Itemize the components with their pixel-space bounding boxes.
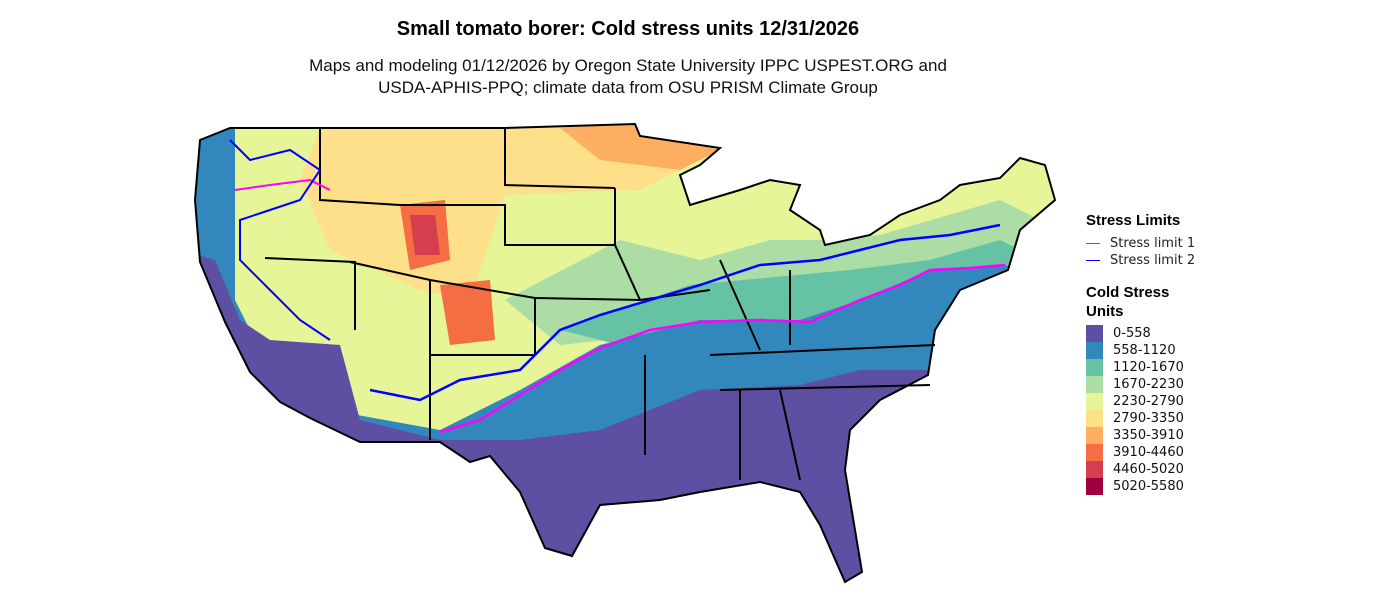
color-swatch [1086,478,1103,495]
legend-title-line-2: Units [1086,303,1124,320]
legend-title-line-1: Cold Stress [1086,284,1170,301]
stress-limit-1-line [439,263,1006,434]
blue-line-swatch [1086,259,1100,262]
legend-item: 3350-3910 [1086,427,1195,444]
color-swatch [1086,393,1103,410]
legend-label: 2230-2790 [1113,394,1184,409]
stress-limit-2-line-nw [229,139,331,341]
legend-label: 1120-1670 [1113,360,1184,375]
legend-item: 558-1120 [1086,342,1195,359]
map-subtitle: Maps and modeling 01/12/2026 by Oregon S… [0,55,1256,99]
legend-stress-limit-2: Stress limit 2 [1086,252,1195,269]
legend-item: 0-558 [1086,325,1195,342]
legend-label: 3910-4460 [1113,445,1184,460]
legend-label: 5020-5580 [1113,479,1184,494]
legend-label: 4460-5020 [1113,462,1184,477]
color-swatch [1086,444,1103,461]
stress-limits-legend-title: Stress Limits [1086,212,1181,229]
color-swatch [1086,427,1103,444]
legend-label: 558-1120 [1113,343,1176,358]
legend-label: 0-558 [1113,326,1151,341]
stress-limit-2-line [369,223,1001,402]
color-swatch [1086,410,1103,427]
stress-limit-1-line-nw [234,178,331,191]
zone-2790-3350 [300,124,720,300]
legend-item: 4460-5020 [1086,461,1195,478]
legend-item: 3910-4460 [1086,444,1195,461]
legend-item: 2230-2790 [1086,393,1195,410]
color-swatch [1086,325,1103,342]
cold-stress-legend-title: Cold Stress Units [1086,283,1195,321]
zone-3350-3910 [560,124,720,170]
zone-3910-4460-co [440,280,495,345]
legend-stress-limit-1: Stress limit 1 [1086,235,1195,252]
legend-label: Stress limit 2 [1110,253,1196,268]
color-swatch [1086,359,1103,376]
subtitle-line-2: USDA-APHIS-PPQ; climate data from OSU PR… [378,78,878,97]
subtitle-line-1: Maps and modeling 01/12/2026 by Oregon S… [309,56,947,75]
cold-stress-legend-items: 0-558 558-1120 1120-1670 1670-2230 2230-2790… [1086,325,1195,495]
legend-label: 1670-2230 [1113,377,1184,392]
color-swatch [1086,461,1103,478]
legend-item: 1670-2230 [1086,376,1195,393]
legend-label: 3350-3910 [1113,428,1184,443]
magenta-line-swatch [1086,242,1100,245]
legend-label: 2790-3350 [1113,411,1184,426]
legend-item: 2790-3350 [1086,410,1195,427]
us-outline [193,122,1057,584]
legend-label: Stress limit 1 [1110,236,1196,251]
color-swatch [1086,342,1103,359]
zone-4460-5020 [410,215,440,255]
map-title: Small tomato borer: Cold stress units 12… [396,18,860,40]
legend-item: 5020-5580 [1086,478,1195,495]
legend: Stress Limits Stress limit 1 Stress limi… [1086,212,1195,495]
legend-item: 1120-1670 [1086,359,1195,376]
color-swatch [1086,376,1103,393]
